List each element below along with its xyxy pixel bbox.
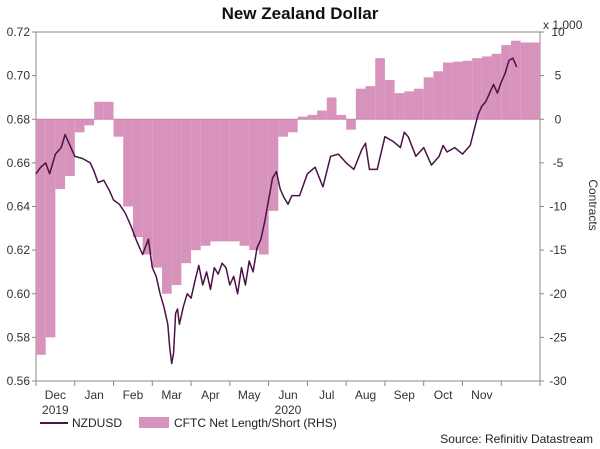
right-tick-label: -30 — [549, 374, 567, 388]
right-tick-label: -25 — [549, 330, 567, 344]
cftc-bar — [142, 119, 153, 255]
cftc-bar — [36, 119, 46, 355]
x-month-label: May — [238, 388, 261, 402]
legend-area-swatch — [139, 417, 169, 428]
x-month-label: Nov — [471, 388, 492, 402]
cftc-bar — [501, 45, 511, 120]
x-month-label: Jan — [84, 388, 103, 402]
cftc-bar — [200, 119, 211, 246]
cftc-bar — [452, 61, 463, 120]
cftc-bar — [258, 119, 269, 255]
cftc-bar — [472, 58, 482, 120]
cftc-bar — [123, 119, 133, 207]
left-tick-label: 0.58 — [7, 330, 31, 344]
source-note: Source: Refinitiv Datastream — [440, 432, 593, 446]
cftc-bar — [103, 101, 114, 120]
right-tick-label: -10 — [549, 200, 567, 214]
right-tick-label: 10 — [551, 25, 565, 39]
cftc-bar — [239, 119, 250, 246]
cftc-bar — [288, 119, 298, 133]
left-tick-label: 0.56 — [7, 374, 31, 388]
cftc-bar — [220, 119, 230, 242]
cftc-bar — [45, 119, 56, 338]
cftc-bar — [510, 40, 521, 120]
cftc-bar — [404, 91, 414, 120]
right-tick-label: -5 — [553, 156, 564, 170]
x-month-label: Mar — [161, 388, 182, 402]
cftc-bar — [278, 119, 288, 137]
cftc-bar — [191, 119, 201, 251]
left-tick-label: 0.66 — [7, 156, 31, 170]
x-month-label: Sep — [394, 388, 416, 402]
nzdusd-line — [35, 57, 518, 365]
cftc-bar — [336, 114, 347, 120]
cftc-bar — [132, 119, 143, 238]
cftc-bar — [520, 42, 540, 120]
cftc-bar — [113, 119, 124, 137]
cftc-bar — [181, 119, 192, 264]
x-month-label: Aug — [355, 388, 376, 402]
right-axis-multiplier: x 1,000 — [543, 18, 583, 32]
x-month-label: Dec — [45, 388, 66, 402]
x-axis: Dec Jan Feb Mar Apr May Jun Jul Aug Sep Oct Nov 2019… — [35, 381, 541, 417]
cftc-bar — [55, 119, 66, 190]
nzdusd-line-series — [35, 57, 518, 365]
left-tick-label: 0.70 — [7, 69, 31, 83]
cftc-bar — [365, 86, 376, 120]
cftc-bar — [355, 88, 366, 120]
cftc-bar — [375, 58, 385, 120]
cftc-bar — [249, 119, 259, 251]
x-year-label: 2020 — [275, 403, 302, 417]
right-tick-label: 0 — [555, 112, 562, 126]
cftc-bar — [229, 119, 240, 242]
x-month-label: Feb — [123, 388, 144, 402]
cftc-bar — [394, 93, 405, 120]
cftc-bar — [384, 79, 395, 120]
cftc-bar — [84, 119, 95, 126]
left-tick-label: 0.72 — [7, 25, 31, 39]
right-tick-label: -20 — [549, 287, 567, 301]
cftc-bar — [210, 119, 221, 242]
right-axis: -30 -25 -20 -15 -10 -5 0 5 10 — [540, 25, 567, 388]
left-tick-label: 0.62 — [7, 243, 31, 257]
cftc-bar — [443, 62, 453, 120]
cftc-bar — [74, 119, 85, 133]
cftc-bar — [268, 119, 279, 211]
x-month-label: Jun — [278, 388, 297, 402]
cftc-bar — [297, 116, 308, 120]
legend-cftc: CFTC Net Length/Short (RHS) — [174, 416, 337, 430]
cftc-bar — [171, 119, 182, 286]
cftc-bar — [94, 101, 104, 120]
cftc-bar — [481, 56, 492, 120]
left-tick-label: 0.68 — [7, 112, 31, 126]
cftc-bar — [326, 97, 337, 120]
left-tick-label: 0.64 — [7, 200, 31, 214]
cftc-bar — [162, 119, 172, 294]
x-month-label: Jul — [319, 388, 334, 402]
cftc-bar — [462, 60, 473, 120]
cftc-bar — [491, 53, 502, 120]
cftc-bar — [433, 71, 444, 120]
cftc-bar — [152, 119, 162, 268]
x-month-label: Apr — [201, 388, 220, 402]
right-tick-label: -15 — [549, 243, 567, 257]
cftc-area-series — [36, 40, 540, 355]
cftc-bar — [414, 88, 424, 120]
left-axis: 0.56 0.58 0.60 0.62 0.64 0.66 0.68 0.70 0.72 — [7, 25, 36, 388]
cftc-bar — [317, 110, 327, 120]
cftc-bar — [307, 114, 318, 120]
chart-title: New Zealand Dollar — [222, 4, 379, 23]
x-month-label: Oct — [434, 388, 453, 402]
cftc-bar — [423, 77, 434, 120]
right-tick-label: 5 — [555, 69, 562, 83]
legend: NZDUSD CFTC Net Length/Short (RHS) — [40, 416, 337, 430]
x-year-label: 2019 — [42, 403, 69, 417]
left-tick-label: 0.60 — [7, 287, 31, 301]
cftc-bar — [65, 119, 75, 176]
right-axis-label: Contracts — [586, 179, 600, 230]
cftc-bar — [346, 119, 356, 130]
legend-nzdusd: NZDUSD — [72, 416, 122, 430]
